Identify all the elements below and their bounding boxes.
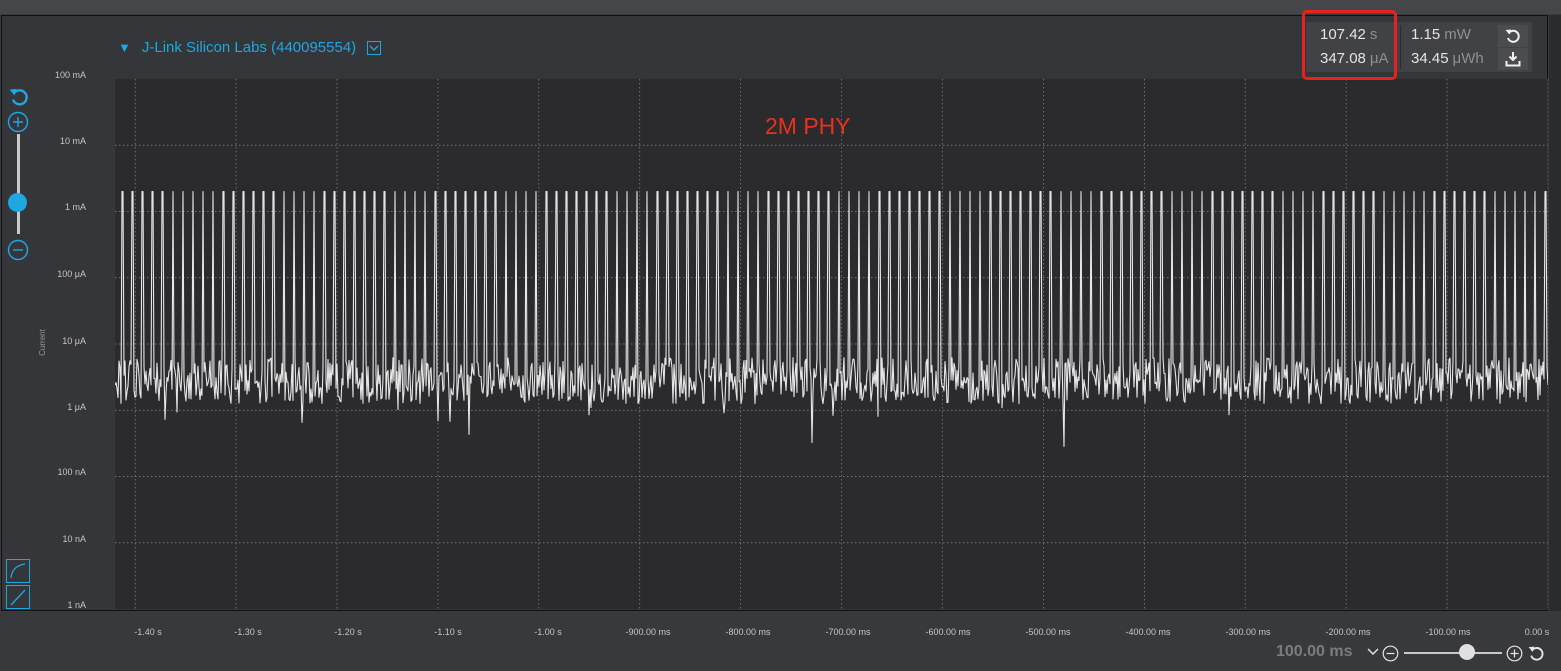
y-tick-label: 10 nA — [62, 534, 86, 544]
y-tick-label: 1 mA — [64, 202, 86, 212]
time-reset-button[interactable] — [1526, 643, 1546, 663]
reset-icon — [9, 88, 28, 106]
time-zoom-in-button[interactable] — [1505, 644, 1523, 662]
bottom-bar — [0, 612, 1561, 671]
x-tick-label: -500.00 ms — [1025, 627, 1071, 637]
power-readout: 1.15 mW — [1411, 26, 1471, 43]
collapse-triangle-icon[interactable]: ▼ — [118, 40, 131, 55]
reset-icon — [1505, 29, 1520, 43]
stats-highlight-box — [1302, 10, 1397, 80]
zoom-in-button[interactable] — [7, 111, 29, 133]
y-tick-label: 100 mA — [54, 70, 86, 80]
x-tick-label: -800.00 ms — [725, 627, 771, 637]
y-tick-label: 10 mA — [59, 136, 86, 146]
time-window-dropdown[interactable] — [1366, 645, 1380, 659]
plus-circle-icon — [1506, 645, 1522, 661]
x-tick-label: 0.00 s — [1524, 627, 1550, 637]
chevron-down-icon — [1367, 648, 1379, 655]
device-dropdown-icon[interactable] — [367, 40, 382, 55]
time-readout: 107.42 s — [1320, 26, 1378, 43]
x-tick-label: -400.00 ms — [1125, 627, 1171, 637]
reset-zoom-button[interactable] — [6, 84, 31, 109]
device-selector[interactable]: ▼ J-Link Silicon Labs (440095554) — [118, 39, 382, 56]
top-strip — [0, 0, 1561, 14]
time-window-label: 100.00 ms — [1276, 643, 1353, 660]
y-tick-label: 100 μA — [57, 269, 86, 279]
x-tick-label: -100.00 ms — [1425, 627, 1471, 637]
current-trace-line — [114, 191, 1549, 448]
reset-stats-button[interactable] — [1498, 25, 1528, 47]
x-tick-label: -1.20 s — [334, 627, 362, 637]
reset-icon — [1528, 646, 1543, 661]
time-zoom-thumb[interactable] — [1459, 644, 1475, 660]
y-tick-label: 1 μA — [67, 402, 86, 412]
linear-scale-button[interactable] — [6, 585, 30, 609]
x-tick-label: -1.40 s — [134, 627, 162, 637]
minus-circle-icon — [7, 239, 29, 261]
x-tick-label: -900.00 ms — [625, 627, 671, 637]
download-icon — [1505, 52, 1521, 67]
stats-divider — [1400, 25, 1401, 69]
x-tick-label: -700.00 ms — [825, 627, 871, 637]
energy-readout: 34.45 μWh — [1411, 50, 1484, 67]
x-tick-label: -300.00 ms — [1225, 627, 1271, 637]
plus-circle-icon — [7, 111, 29, 133]
log-curve-icon — [10, 563, 26, 579]
export-button[interactable] — [1498, 48, 1528, 70]
average-current-readout: 347.08 μA — [1320, 50, 1389, 67]
y-axis-title: Current — [37, 329, 47, 356]
zoom-out-button[interactable] — [7, 239, 29, 261]
time-zoom-track[interactable] — [1404, 652, 1502, 654]
x-tick-label: -1.00 s — [534, 627, 562, 637]
zoom-slider-track[interactable] — [17, 134, 20, 234]
y-tick-label: 1 nA — [67, 600, 86, 610]
right-edge — [1549, 15, 1561, 611]
minus-circle-icon — [1382, 645, 1398, 661]
y-tick-label: 10 μA — [62, 336, 86, 346]
device-name: J-Link Silicon Labs (440095554) — [141, 39, 357, 56]
x-tick-label: -1.10 s — [434, 627, 462, 637]
annotation-label: 2M PHY — [765, 113, 851, 139]
time-zoom-out-button[interactable] — [1381, 644, 1399, 662]
x-tick-label: -200.00 ms — [1325, 627, 1371, 637]
linear-line-icon — [10, 589, 26, 606]
zoom-slider-thumb[interactable] — [8, 193, 27, 212]
plot-area[interactable] — [114, 79, 1549, 609]
current-trace-chart — [114, 79, 1549, 609]
log-scale-button[interactable] — [6, 559, 30, 583]
x-tick-label: -600.00 ms — [925, 627, 971, 637]
x-tick-label: -1.30 s — [234, 627, 262, 637]
stats-panel: 107.42 s 347.08 μA 1.15 mW 34.45 μWh — [1306, 22, 1532, 72]
y-tick-label: 100 nA — [57, 467, 86, 477]
